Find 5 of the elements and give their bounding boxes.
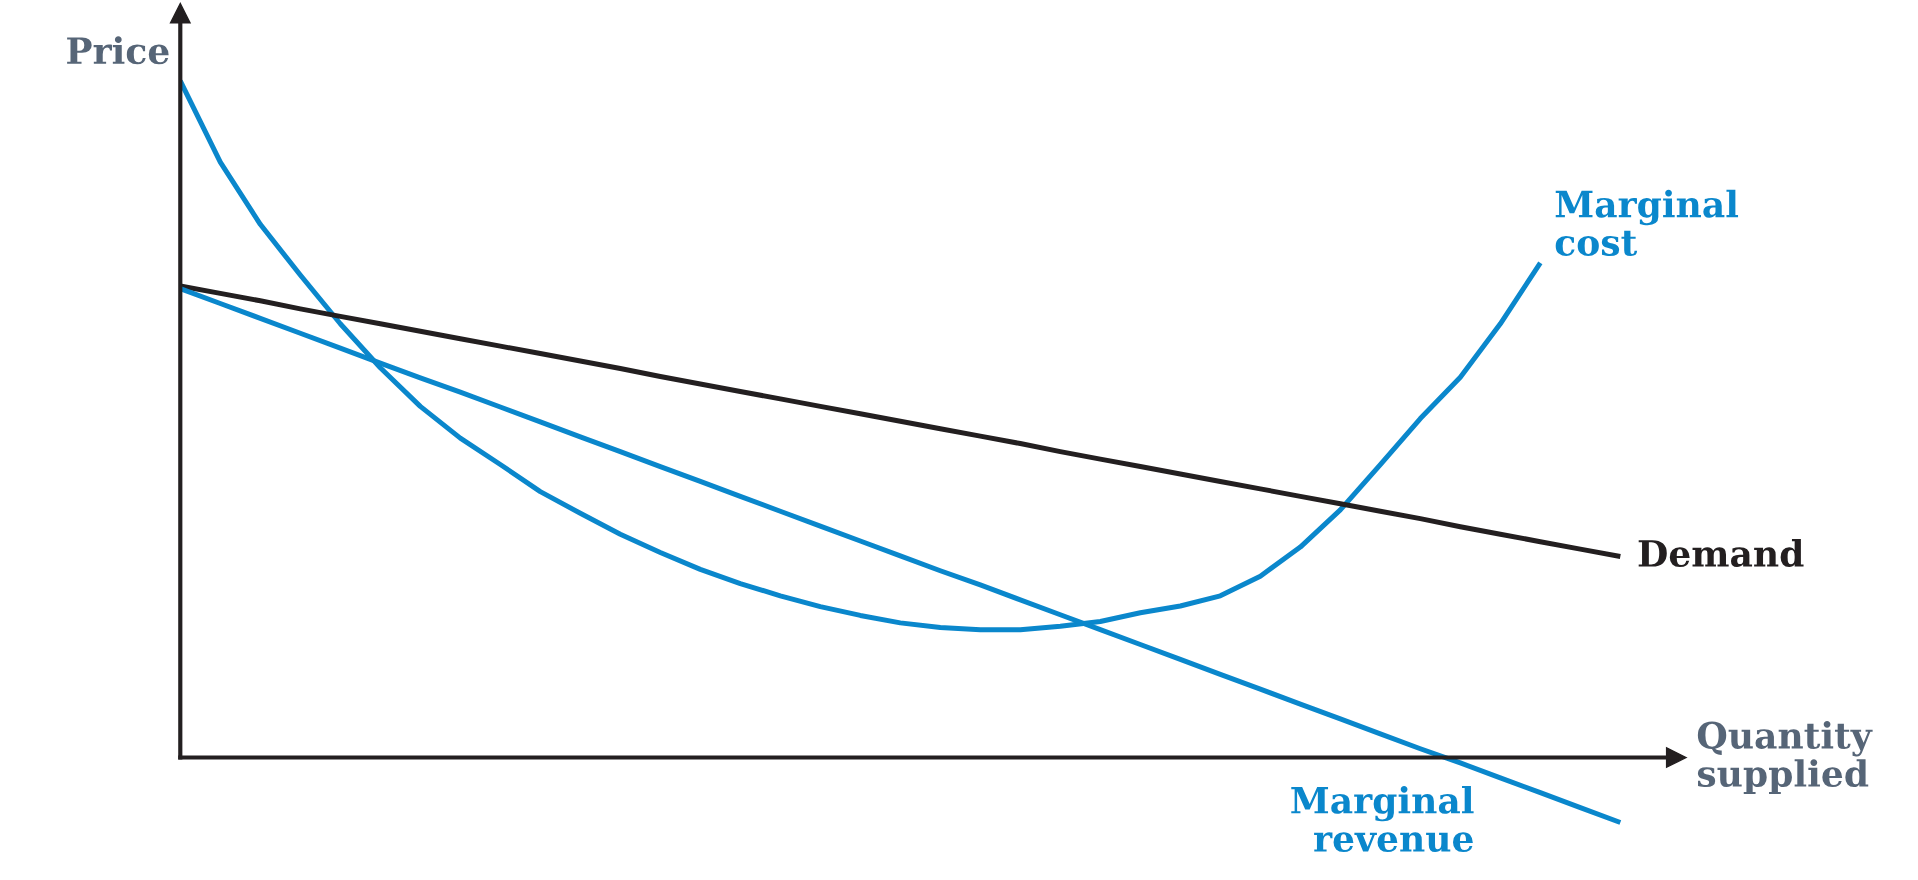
x-axis-title: Quantity supplied <box>1697 720 1873 795</box>
series-label: Demand <box>1638 539 1804 568</box>
y-axis-title: Price <box>67 36 169 65</box>
series-label: Marginal cost <box>1555 189 1739 256</box>
series-label: Marginal revenue <box>1291 785 1474 853</box>
